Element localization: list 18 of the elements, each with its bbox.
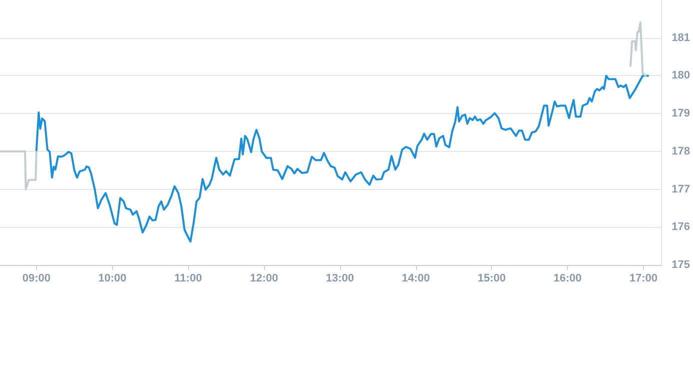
x-tick-label: 13:00 [326, 272, 354, 284]
y-tick-label: 179 [672, 108, 690, 120]
line-series [630, 21, 647, 77]
x-tick-label: 14:00 [402, 272, 430, 284]
y-tick-label: 180 [672, 70, 690, 82]
y-tick-label: 178 [672, 145, 690, 158]
x-tick-label: 10:00 [98, 272, 126, 284]
y-tick-label: 175 [672, 259, 690, 271]
x-tick-label: 09:00 [22, 272, 50, 284]
x-tick-label: 11:00 [174, 272, 202, 284]
y-tick-label: 176 [672, 221, 690, 234]
x-tick-label: 17:00 [629, 272, 658, 284]
x-tick-label: 16:00 [553, 272, 582, 284]
y-tick-label: 181 [672, 32, 690, 44]
y-tick-label: 177 [672, 183, 690, 196]
line-series [35, 74, 649, 243]
x-tick-label: 12:00 [250, 272, 278, 284]
x-tick-label: 15:00 [478, 272, 506, 284]
